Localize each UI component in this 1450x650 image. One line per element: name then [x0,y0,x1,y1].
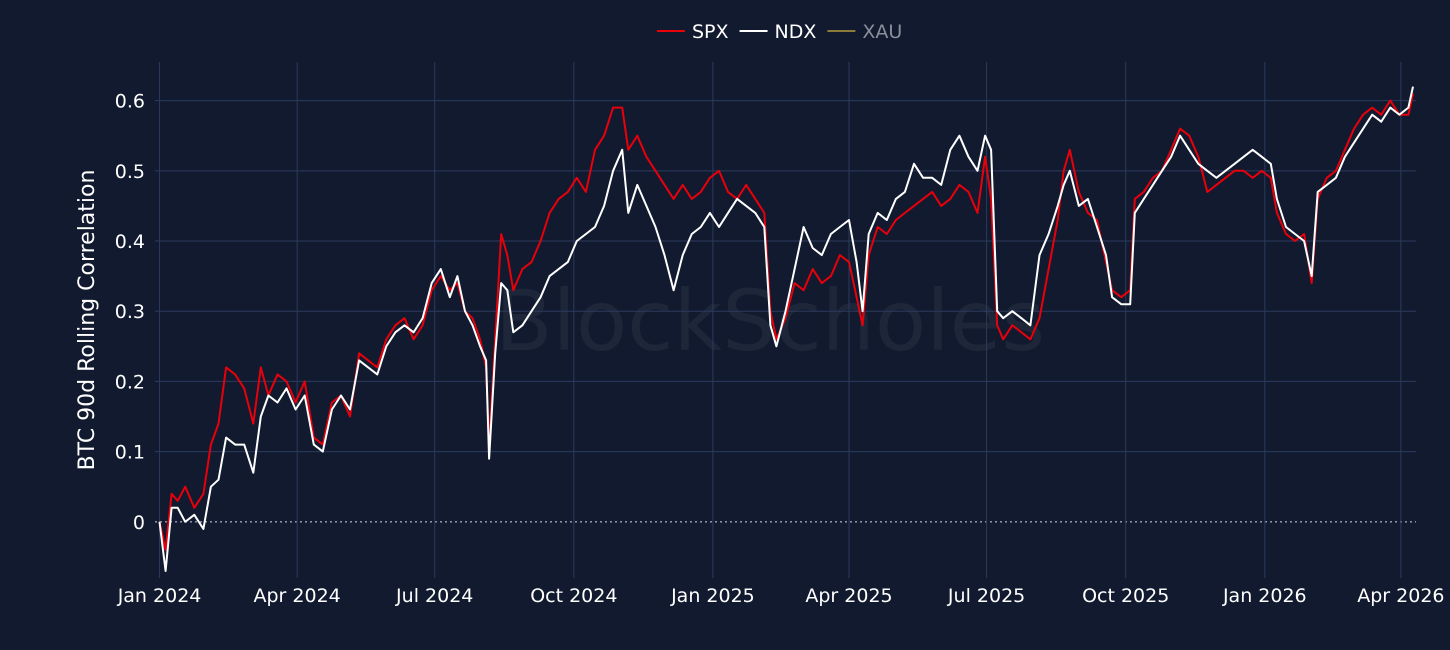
y-tick-label: 0.4 [115,231,145,253]
x-tick-label: Jul 2025 [947,585,1025,607]
series-line-ndx [158,86,1414,572]
x-tick-label: Apr 2024 [253,585,340,607]
y-tick-label: 0.5 [115,161,145,183]
x-tick-label: Apr 2025 [805,585,892,607]
y-tick-label: 0.6 [115,91,145,113]
legend-item-xau[interactable]: XAU [827,21,902,43]
y-tick-label: 0.2 [115,371,145,393]
grid [155,62,1416,578]
y-axis: 0 0.1 0.2 0.3 0.4 0.5 0.6 [115,91,145,534]
legend-label: NDX [775,21,817,43]
x-tick-label: Apr 2026 [1357,585,1444,607]
y-tick-label: 0 [133,512,145,534]
legend-label: SPX [692,21,729,43]
x-tick-label: Jan 2026 [1222,585,1307,607]
y-tick-label: 0.3 [115,301,145,323]
x-axis: Jan 2024 Apr 2024 Jul 2024 Oct 2024 Jan 2025… [117,585,1445,607]
series-lines [158,86,1414,572]
legend-label: XAU [862,21,902,43]
legend-item-ndx[interactable]: NDX [739,21,817,43]
y-tick-label: 0.1 [115,442,145,464]
legend-item-spx[interactable]: SPX [657,21,729,43]
x-tick-label: Jul 2024 [395,585,473,607]
legend: SPX NDX XAU [657,21,902,43]
y-axis-title: BTC 90d Rolling Correlation [75,170,100,471]
x-tick-label: Oct 2024 [530,585,617,607]
x-tick-label: Oct 2025 [1082,585,1169,607]
x-tick-label: Jan 2024 [117,585,202,607]
x-tick-label: Jan 2025 [670,585,755,607]
